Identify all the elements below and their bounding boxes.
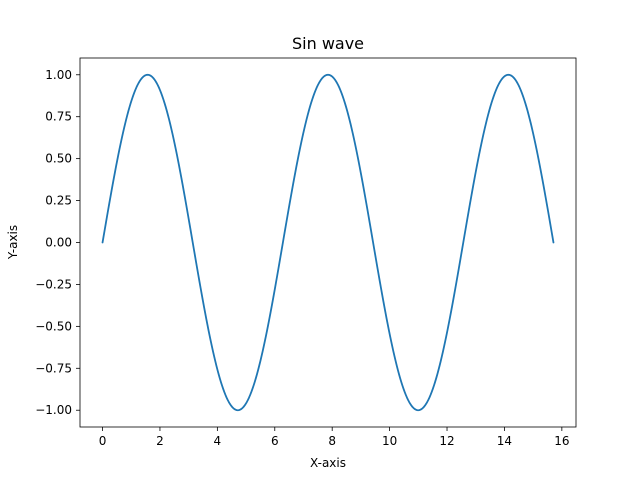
x-tick-label: 10: [382, 434, 397, 448]
y-tick-label: −0.75: [35, 361, 72, 375]
plot-area: [101, 73, 555, 412]
y-tick-label: 0.25: [45, 194, 72, 208]
y-axis-label: Y-axis: [6, 225, 20, 260]
sin-wave-line: [101, 73, 555, 412]
chart-title: Sin wave: [292, 34, 364, 53]
y-axis-ticks: 1.00 0.75 0.50 0.25 0.00 −0.25 −0.50 −0.75 −1.00: [35, 68, 80, 417]
y-tick-label: −1.00: [35, 403, 72, 417]
x-tick-label: 6: [271, 434, 279, 448]
x-tick-label: 12: [439, 434, 454, 448]
y-tick-label: −0.25: [35, 277, 72, 291]
y-tick-label: 0.50: [45, 152, 72, 166]
x-tick-label: 4: [214, 434, 222, 448]
y-tick-label: 0.75: [45, 110, 72, 124]
x-axis-ticks: 0 2 4 6 8 10 12 14 16: [99, 427, 569, 448]
x-axis-label: X-axis: [310, 456, 346, 470]
x-tick-label: 16: [554, 434, 569, 448]
x-tick-label: 2: [156, 434, 164, 448]
y-tick-label: 0.00: [45, 236, 72, 250]
x-tick-label: 0: [99, 434, 107, 448]
y-tick-label: 1.00: [45, 68, 72, 82]
x-tick-label: 14: [497, 434, 512, 448]
x-tick-label: 8: [328, 434, 336, 448]
y-tick-label: −0.50: [35, 319, 72, 333]
